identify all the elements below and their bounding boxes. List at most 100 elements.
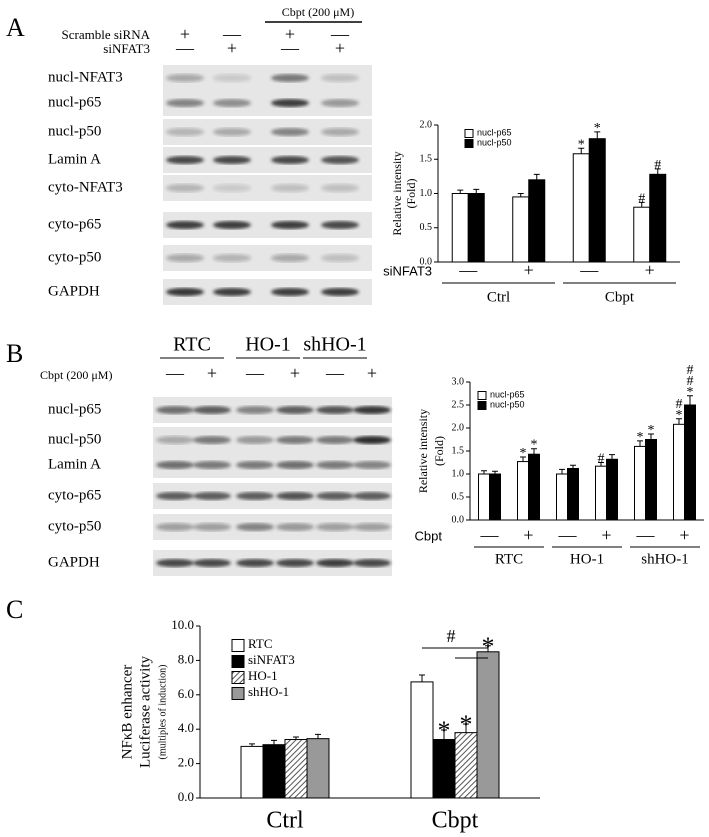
legend-swatch bbox=[477, 401, 487, 410]
bar bbox=[556, 473, 568, 521]
bar bbox=[634, 445, 646, 521]
blot-row-label: GAPDH bbox=[48, 283, 100, 299]
blot-band bbox=[321, 128, 359, 136]
y-tick-label: 2.5 bbox=[452, 399, 465, 410]
blot-band bbox=[321, 99, 359, 107]
blot-band bbox=[271, 128, 309, 136]
blot-band bbox=[193, 406, 231, 414]
bar bbox=[567, 467, 579, 521]
bracket-label: # bbox=[447, 626, 456, 646]
blot-band bbox=[276, 406, 314, 414]
blot-band bbox=[271, 156, 309, 164]
y-tick-label: 8.0 bbox=[178, 651, 194, 666]
y-tick-label: 10.0 bbox=[171, 617, 194, 632]
group-label: RTC bbox=[173, 334, 211, 356]
bar bbox=[528, 179, 546, 263]
error-bar bbox=[419, 674, 425, 682]
error-bar bbox=[249, 743, 255, 747]
significance-marker: * bbox=[676, 408, 683, 423]
panel-label: A bbox=[6, 13, 25, 42]
bar bbox=[454, 732, 478, 799]
condition-sign: + bbox=[645, 260, 655, 280]
condition-sign: — bbox=[458, 260, 478, 280]
condition-sign: — bbox=[330, 24, 350, 44]
bar bbox=[262, 744, 286, 799]
blot-band bbox=[156, 406, 194, 414]
panel-label: B bbox=[6, 339, 23, 368]
condition-sign: — bbox=[636, 525, 656, 545]
group-label: HO-1 bbox=[245, 334, 291, 356]
error-bar bbox=[441, 729, 447, 740]
panel-label: C bbox=[6, 595, 23, 624]
y-tick-label: 1.0 bbox=[452, 468, 465, 479]
y-tick-label: 2.0 bbox=[420, 119, 433, 130]
bar bbox=[306, 738, 330, 799]
legend-swatch bbox=[464, 139, 474, 148]
blot-band bbox=[193, 492, 231, 500]
blot-band bbox=[316, 492, 354, 500]
blot-band bbox=[353, 523, 391, 531]
condition-sign: + bbox=[367, 363, 377, 383]
blot-band bbox=[236, 492, 274, 500]
blot-band bbox=[166, 128, 204, 136]
blot-row-label: cyto-p50 bbox=[48, 518, 101, 534]
condition-label: Scramble siRNA bbox=[62, 27, 151, 42]
bar bbox=[673, 423, 685, 521]
error-bar bbox=[687, 395, 693, 405]
blot-band bbox=[271, 99, 309, 107]
y-tick-label: 2.0 bbox=[178, 755, 194, 770]
error-bar bbox=[531, 448, 537, 455]
y-axis-label: Relative intensity bbox=[390, 151, 404, 235]
condition-sign: + bbox=[523, 525, 533, 545]
blot-band bbox=[321, 288, 359, 296]
blot-band bbox=[316, 559, 354, 567]
error-bar bbox=[457, 189, 464, 194]
blot-band bbox=[156, 523, 194, 531]
bar bbox=[512, 196, 530, 263]
legend-label: shHO-1 bbox=[248, 684, 289, 699]
error-bar bbox=[637, 440, 643, 447]
blot-row-label: cyto-p50 bbox=[48, 249, 101, 265]
bar bbox=[476, 651, 500, 799]
significance-marker: # bbox=[638, 191, 645, 206]
blot-band bbox=[213, 74, 251, 82]
error-bar bbox=[609, 454, 615, 460]
blot-band bbox=[276, 461, 314, 469]
blot-band bbox=[156, 492, 194, 500]
bar bbox=[572, 153, 590, 263]
y-tick-label: 1.5 bbox=[420, 154, 433, 165]
blot-row-label: nucl-p65 bbox=[48, 401, 101, 417]
condition-sign: + bbox=[601, 525, 611, 545]
blot-band bbox=[156, 461, 194, 469]
blot-band bbox=[166, 99, 204, 107]
y-tick-label: 0.5 bbox=[420, 222, 433, 233]
y-tick-label: 0.0 bbox=[452, 514, 465, 525]
legend-label: nucl-p65 bbox=[490, 389, 525, 399]
blot-band bbox=[156, 559, 194, 567]
group-label: Ctrl bbox=[487, 289, 510, 305]
condition-sign: — bbox=[579, 260, 599, 280]
blot-row-label: cyto-p65 bbox=[48, 216, 101, 232]
legend-label: siNFAT3 bbox=[248, 652, 295, 667]
y-tick-label: 1.5 bbox=[452, 445, 465, 456]
condition-sign: — bbox=[245, 363, 265, 383]
error-bar bbox=[520, 456, 526, 462]
y-tick-label: 0.0 bbox=[178, 789, 194, 804]
group-label: shHO-1 bbox=[641, 551, 689, 567]
condition-sign: + bbox=[227, 38, 237, 58]
y-tick-label: 0.0 bbox=[420, 256, 433, 267]
blot-band bbox=[166, 221, 204, 229]
group-label: HO-1 bbox=[570, 551, 604, 567]
legend-swatch bbox=[477, 391, 487, 400]
bar bbox=[467, 193, 485, 263]
blot-row-label: nucl-p65 bbox=[48, 94, 101, 110]
legend-swatch bbox=[231, 687, 245, 700]
blot-band bbox=[321, 184, 359, 192]
y-axis-label: (Fold) bbox=[404, 178, 418, 208]
bar bbox=[451, 193, 469, 263]
significance-marker: # bbox=[654, 158, 661, 173]
blot-band bbox=[276, 492, 314, 500]
error-bar bbox=[473, 188, 480, 194]
blot-band bbox=[213, 288, 251, 296]
y-tick-label: 3.0 bbox=[452, 376, 465, 387]
